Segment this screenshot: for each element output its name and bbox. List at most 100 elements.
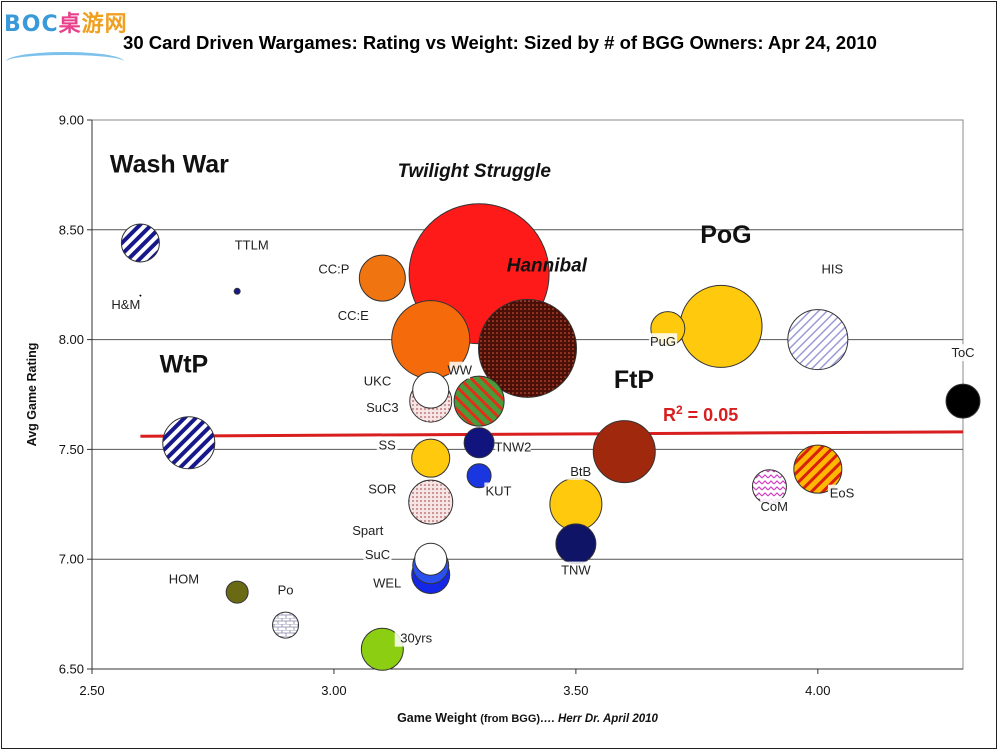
y-tick-label: 7.00 xyxy=(59,552,84,567)
trendline-path xyxy=(140,430,964,438)
bubble-wtp xyxy=(162,416,216,470)
bubble-ss xyxy=(411,438,451,478)
bubble-tnw xyxy=(555,523,597,565)
bubble-wash-war xyxy=(120,223,160,263)
label-eos: EoS xyxy=(830,486,855,501)
bubble-pog xyxy=(679,284,763,368)
label-bg xyxy=(275,581,296,599)
label-hom: HOM xyxy=(169,571,199,586)
bubble-po xyxy=(272,611,300,639)
label-tnw: TNW xyxy=(561,563,591,578)
label-his: HIS xyxy=(822,262,844,277)
y-tick-label: 8.00 xyxy=(59,332,84,347)
bubble-ukc xyxy=(412,371,450,409)
bubble-ww xyxy=(453,375,505,427)
label-bg xyxy=(368,480,397,498)
x-tick-label: 4.00 xyxy=(805,683,830,698)
x-tick-label: 2.50 xyxy=(79,683,104,698)
y-tick-label: 9.00 xyxy=(59,113,84,128)
label-wash-war: Wash War xyxy=(110,151,229,179)
label-cc-e: CC:E xyxy=(338,308,369,323)
label-bg xyxy=(373,574,402,592)
label-suc3: SuC3 xyxy=(366,400,399,415)
label-bg xyxy=(449,361,471,379)
bubble-toc xyxy=(945,383,981,419)
logo-swoosh xyxy=(6,52,124,71)
label-bg xyxy=(760,497,789,515)
y-axis-title: Avg Game Rating xyxy=(25,343,39,447)
label-toc: ToC xyxy=(951,345,974,360)
label-bg xyxy=(335,306,372,324)
bubble-ftp xyxy=(592,420,656,484)
label-30yrs: 30yrs xyxy=(400,631,432,646)
label-ftp: FtP xyxy=(614,366,654,394)
bubble-spart xyxy=(414,542,448,576)
x-tick-label: 3.00 xyxy=(321,683,346,698)
axes: 6.50 7.00 7.50 8.00 8.50 9.00 2.50 3.00 3.50 4.00 xyxy=(59,113,963,698)
label-bg xyxy=(948,344,978,362)
label-com: CoM xyxy=(761,499,788,514)
label-bg xyxy=(818,260,847,278)
label-bg xyxy=(648,333,678,351)
bubble-cc-p xyxy=(358,254,406,302)
label-sor: SOR xyxy=(368,481,396,496)
label-bg xyxy=(495,438,531,456)
label-h-m: H&M xyxy=(111,297,140,312)
label-bg xyxy=(111,295,140,313)
label-bg xyxy=(484,482,513,500)
label-pug: PuG xyxy=(650,334,676,349)
label-po: Po xyxy=(278,582,294,597)
label-ww: WW xyxy=(447,363,472,378)
label-hannibal: Hannibal xyxy=(507,256,588,277)
r-squared-label: R2 = 0.05 xyxy=(663,403,738,425)
bubbles xyxy=(120,203,981,671)
bubble-sor xyxy=(408,479,454,525)
label-bg xyxy=(561,561,590,579)
axis-titles: Game Weight (from BGG)…. Herr Dr. April … xyxy=(25,343,659,725)
y-tick-label: 6.50 xyxy=(59,662,84,677)
label-bg xyxy=(363,372,392,390)
label-cc-p: CC:P xyxy=(318,262,349,277)
bubble-tnw2 xyxy=(463,427,495,459)
label-spart: Spart xyxy=(352,523,383,538)
label-bg xyxy=(394,629,438,647)
bubble-30yrs xyxy=(360,627,404,671)
chart-title: 30 Card Driven Wargames: Rating vs Weigh… xyxy=(123,32,877,53)
label-ttlm: TTLM xyxy=(235,238,269,253)
label-tnw2: TNW2 xyxy=(495,440,532,455)
label-btb: BtB xyxy=(570,464,591,479)
label-ss: SS xyxy=(379,437,397,452)
label-bg xyxy=(363,546,392,564)
label-bg xyxy=(169,570,199,588)
label-wel: WEL xyxy=(373,576,401,591)
bubble-ttlm xyxy=(233,287,241,295)
label-pog: PoG xyxy=(700,221,751,249)
label-twilight-struggle: Twilight Struggle xyxy=(398,161,552,182)
label-bg xyxy=(364,399,401,417)
trendline: R2 = 0.05 xyxy=(140,403,964,438)
label-bg xyxy=(566,462,595,480)
x-axis-title: Game Weight (from BGG)…. Herr Dr. April … xyxy=(397,711,658,725)
bubble-btb xyxy=(549,477,603,531)
y-tick-label: 7.50 xyxy=(59,442,84,457)
label-bg xyxy=(346,522,390,540)
bubble-hom xyxy=(225,580,249,604)
bubble-his xyxy=(787,309,849,371)
label-bg xyxy=(233,236,270,254)
site-logo: BOC桌游网 xyxy=(4,12,128,37)
label-suc: SuC xyxy=(365,547,390,562)
label-bg xyxy=(827,484,857,502)
y-tick-label: 8.50 xyxy=(59,222,84,237)
bubble-kut xyxy=(466,463,492,489)
point-labels: Wash War Twilight Struggle Hannibal PoG WtP F… xyxy=(110,151,978,647)
label-ukc: UKC xyxy=(364,374,391,389)
x-tick-label: 3.50 xyxy=(563,683,588,698)
label-bg xyxy=(316,260,352,278)
label-bg xyxy=(376,436,398,454)
label-kut: KUT xyxy=(485,484,511,499)
label-wtp: WtP xyxy=(160,351,209,379)
bubble-hannibal xyxy=(478,298,577,398)
bubble-eos xyxy=(793,444,843,494)
